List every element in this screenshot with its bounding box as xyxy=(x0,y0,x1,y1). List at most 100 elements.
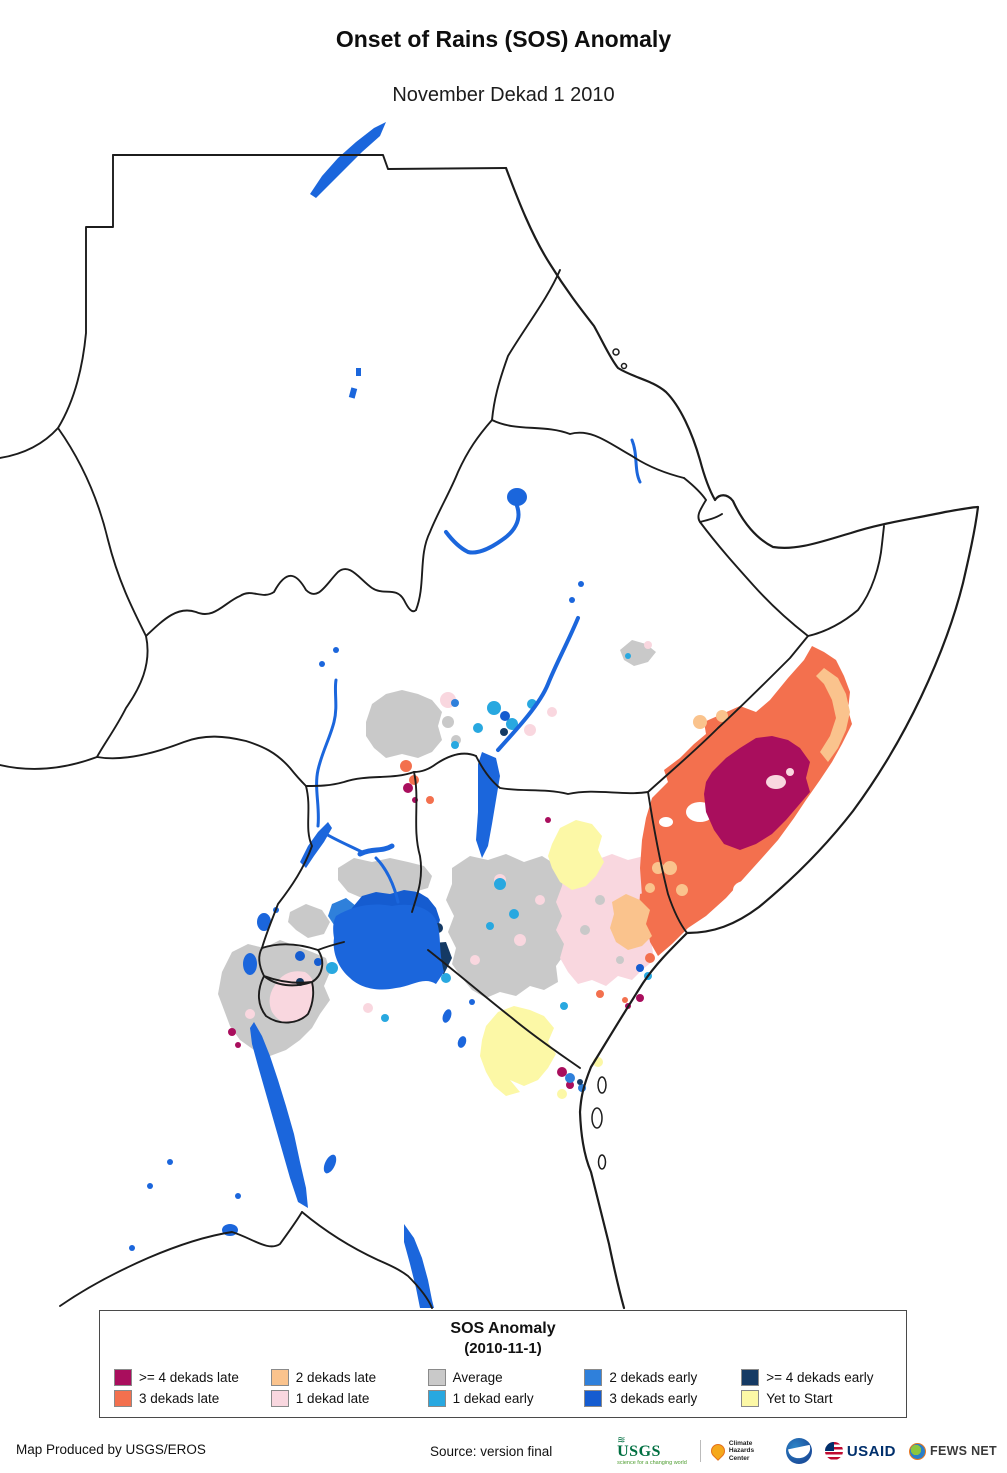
page-title: Onset of Rains (SOS) Anomaly xyxy=(335,26,672,52)
tanzania-south-border xyxy=(301,1211,433,1309)
burundi-border xyxy=(258,975,315,1024)
legend-item: 2 dekads early xyxy=(584,1369,741,1386)
legend-box: SOS Anomaly (2010-11-1) >= 4 dekads late… xyxy=(99,1310,907,1418)
fews-net-globe-icon xyxy=(909,1442,927,1460)
omo-river xyxy=(496,616,580,752)
legend-item: 1 dekad early xyxy=(427,1390,585,1407)
lake-turkana xyxy=(476,752,500,858)
legend-label: >= 4 dekads early xyxy=(766,1370,874,1385)
legend-label: Yet to Start xyxy=(766,1391,833,1406)
blue-nile xyxy=(444,504,521,555)
country-borders xyxy=(0,154,980,1310)
kenya-tanzania-border xyxy=(427,949,581,1069)
legend-label: 2 dekads early xyxy=(609,1370,698,1385)
lake-kivu xyxy=(243,953,257,975)
kenya-southsudan-border xyxy=(413,752,477,773)
uganda-tanzania-border xyxy=(317,941,345,951)
eritrea-ethiopia-border xyxy=(491,419,685,479)
legend-swatch xyxy=(114,1390,132,1407)
pemba-island xyxy=(597,1076,607,1094)
kenya-somalia-border xyxy=(647,791,688,934)
drc-zambia-border xyxy=(59,1211,303,1307)
chc-flame-icon xyxy=(707,1441,728,1461)
coastline xyxy=(504,166,980,1310)
lake-kyoga xyxy=(357,843,395,857)
mafia-island xyxy=(597,1154,607,1170)
fews-net-logo-text: FEWS NET xyxy=(930,1444,997,1458)
lake-malawi xyxy=(404,1224,434,1308)
usaid-logo-text: USAID xyxy=(846,1442,897,1460)
legend-swatch xyxy=(427,1369,446,1386)
noaa-logo xyxy=(785,1438,812,1464)
victoria-nile xyxy=(374,856,400,904)
albert-nile xyxy=(315,678,338,828)
lake-tana xyxy=(507,488,527,506)
usaid-logo: USAID xyxy=(824,1442,897,1460)
legend-item: >= 4 dekads late xyxy=(114,1369,271,1386)
usgs-wave-icon: ≋ xyxy=(617,1434,626,1446)
usgs-logo: ≋ USGS science for a changing world xyxy=(617,1434,687,1467)
ethiopia-sudan-border xyxy=(415,419,493,611)
source-text: Source: version final xyxy=(430,1444,553,1459)
legend-swatch xyxy=(584,1369,603,1386)
legend-subtitle: (2010-11-1) xyxy=(464,1340,542,1357)
car-border xyxy=(0,735,307,787)
legend-swatch xyxy=(427,1390,446,1407)
ethiopia-somaliland-border xyxy=(699,521,885,637)
legend-swatch xyxy=(584,1390,603,1407)
legend-item: >= 4 dekads early xyxy=(741,1369,898,1386)
legend-label: Average xyxy=(452,1370,503,1385)
legend-swatch xyxy=(270,1390,289,1407)
legend-item: 3 dekads late xyxy=(114,1390,271,1407)
yet-to-start-patch xyxy=(548,820,604,890)
late2-patch xyxy=(610,894,652,950)
legend-label: 1 dekad early xyxy=(452,1391,534,1406)
sudan-southsudan-border xyxy=(145,568,417,637)
libya-border xyxy=(0,154,114,459)
lake-edward xyxy=(257,913,271,931)
islands-layer xyxy=(591,348,628,1170)
legend-swatch xyxy=(270,1369,289,1386)
legend-item: 1 dekad late xyxy=(270,1390,428,1407)
usaid-flag-icon xyxy=(824,1442,843,1460)
climate-hazards-center-logo: Climate Hazards Center xyxy=(699,1439,773,1463)
uganda-drc-border xyxy=(261,785,313,949)
lake-victoria xyxy=(333,904,444,990)
footer-logos: ≋ USGS science for a changing world Clim… xyxy=(617,1432,997,1470)
legend-label: 2 dekads late xyxy=(295,1370,377,1385)
legend-entries: >= 4 dekads late 3 dekads late 2 dekads … xyxy=(114,1367,898,1409)
legend-item: 3 dekads early xyxy=(584,1390,741,1407)
legend-swatch xyxy=(741,1369,760,1386)
egypt-sudan-border xyxy=(112,154,507,170)
lake-nasser xyxy=(310,122,386,198)
legend-title: SOS Anomaly xyxy=(450,1320,556,1337)
usgs-tagline: science for a changing world xyxy=(617,1459,687,1466)
late1-east-patch xyxy=(556,854,666,986)
legend-item: 2 dekads late xyxy=(270,1369,428,1386)
chc-logo-text: Climate Hazards Center xyxy=(728,1439,755,1462)
avg-uganda-patch xyxy=(338,858,432,898)
legend-item: Yet to Start xyxy=(741,1390,898,1407)
page-subtitle: November Dekad 1 2010 xyxy=(392,84,615,106)
legend-swatch xyxy=(741,1390,760,1407)
eritrea-sudan-border xyxy=(491,269,561,421)
produced-by-text: Map Produced by USGS/EROS xyxy=(16,1442,206,1457)
usgs-logo-text: USGS xyxy=(617,1442,661,1460)
kenya-ethiopia-border xyxy=(475,755,649,795)
zanzibar-island xyxy=(591,1107,603,1129)
uganda-southsudan-border xyxy=(305,771,415,787)
ethiopia-somalia-border xyxy=(647,635,809,793)
uganda-kenya-border xyxy=(411,771,422,913)
lake-tanganyika xyxy=(250,1022,308,1208)
legend-item: Average xyxy=(427,1369,585,1386)
legend-label: 1 dekad late xyxy=(295,1391,370,1406)
legend-label: >= 4 dekads late xyxy=(139,1370,239,1385)
yet-to-start-south-patch xyxy=(480,1006,556,1096)
legend-label: 3 dekads late xyxy=(139,1391,220,1406)
fews-net-logo: FEWS NET xyxy=(909,1442,997,1460)
awash-river xyxy=(630,438,642,484)
legend-label: 3 dekads early xyxy=(609,1391,698,1406)
lake-rukwa xyxy=(323,1154,337,1174)
